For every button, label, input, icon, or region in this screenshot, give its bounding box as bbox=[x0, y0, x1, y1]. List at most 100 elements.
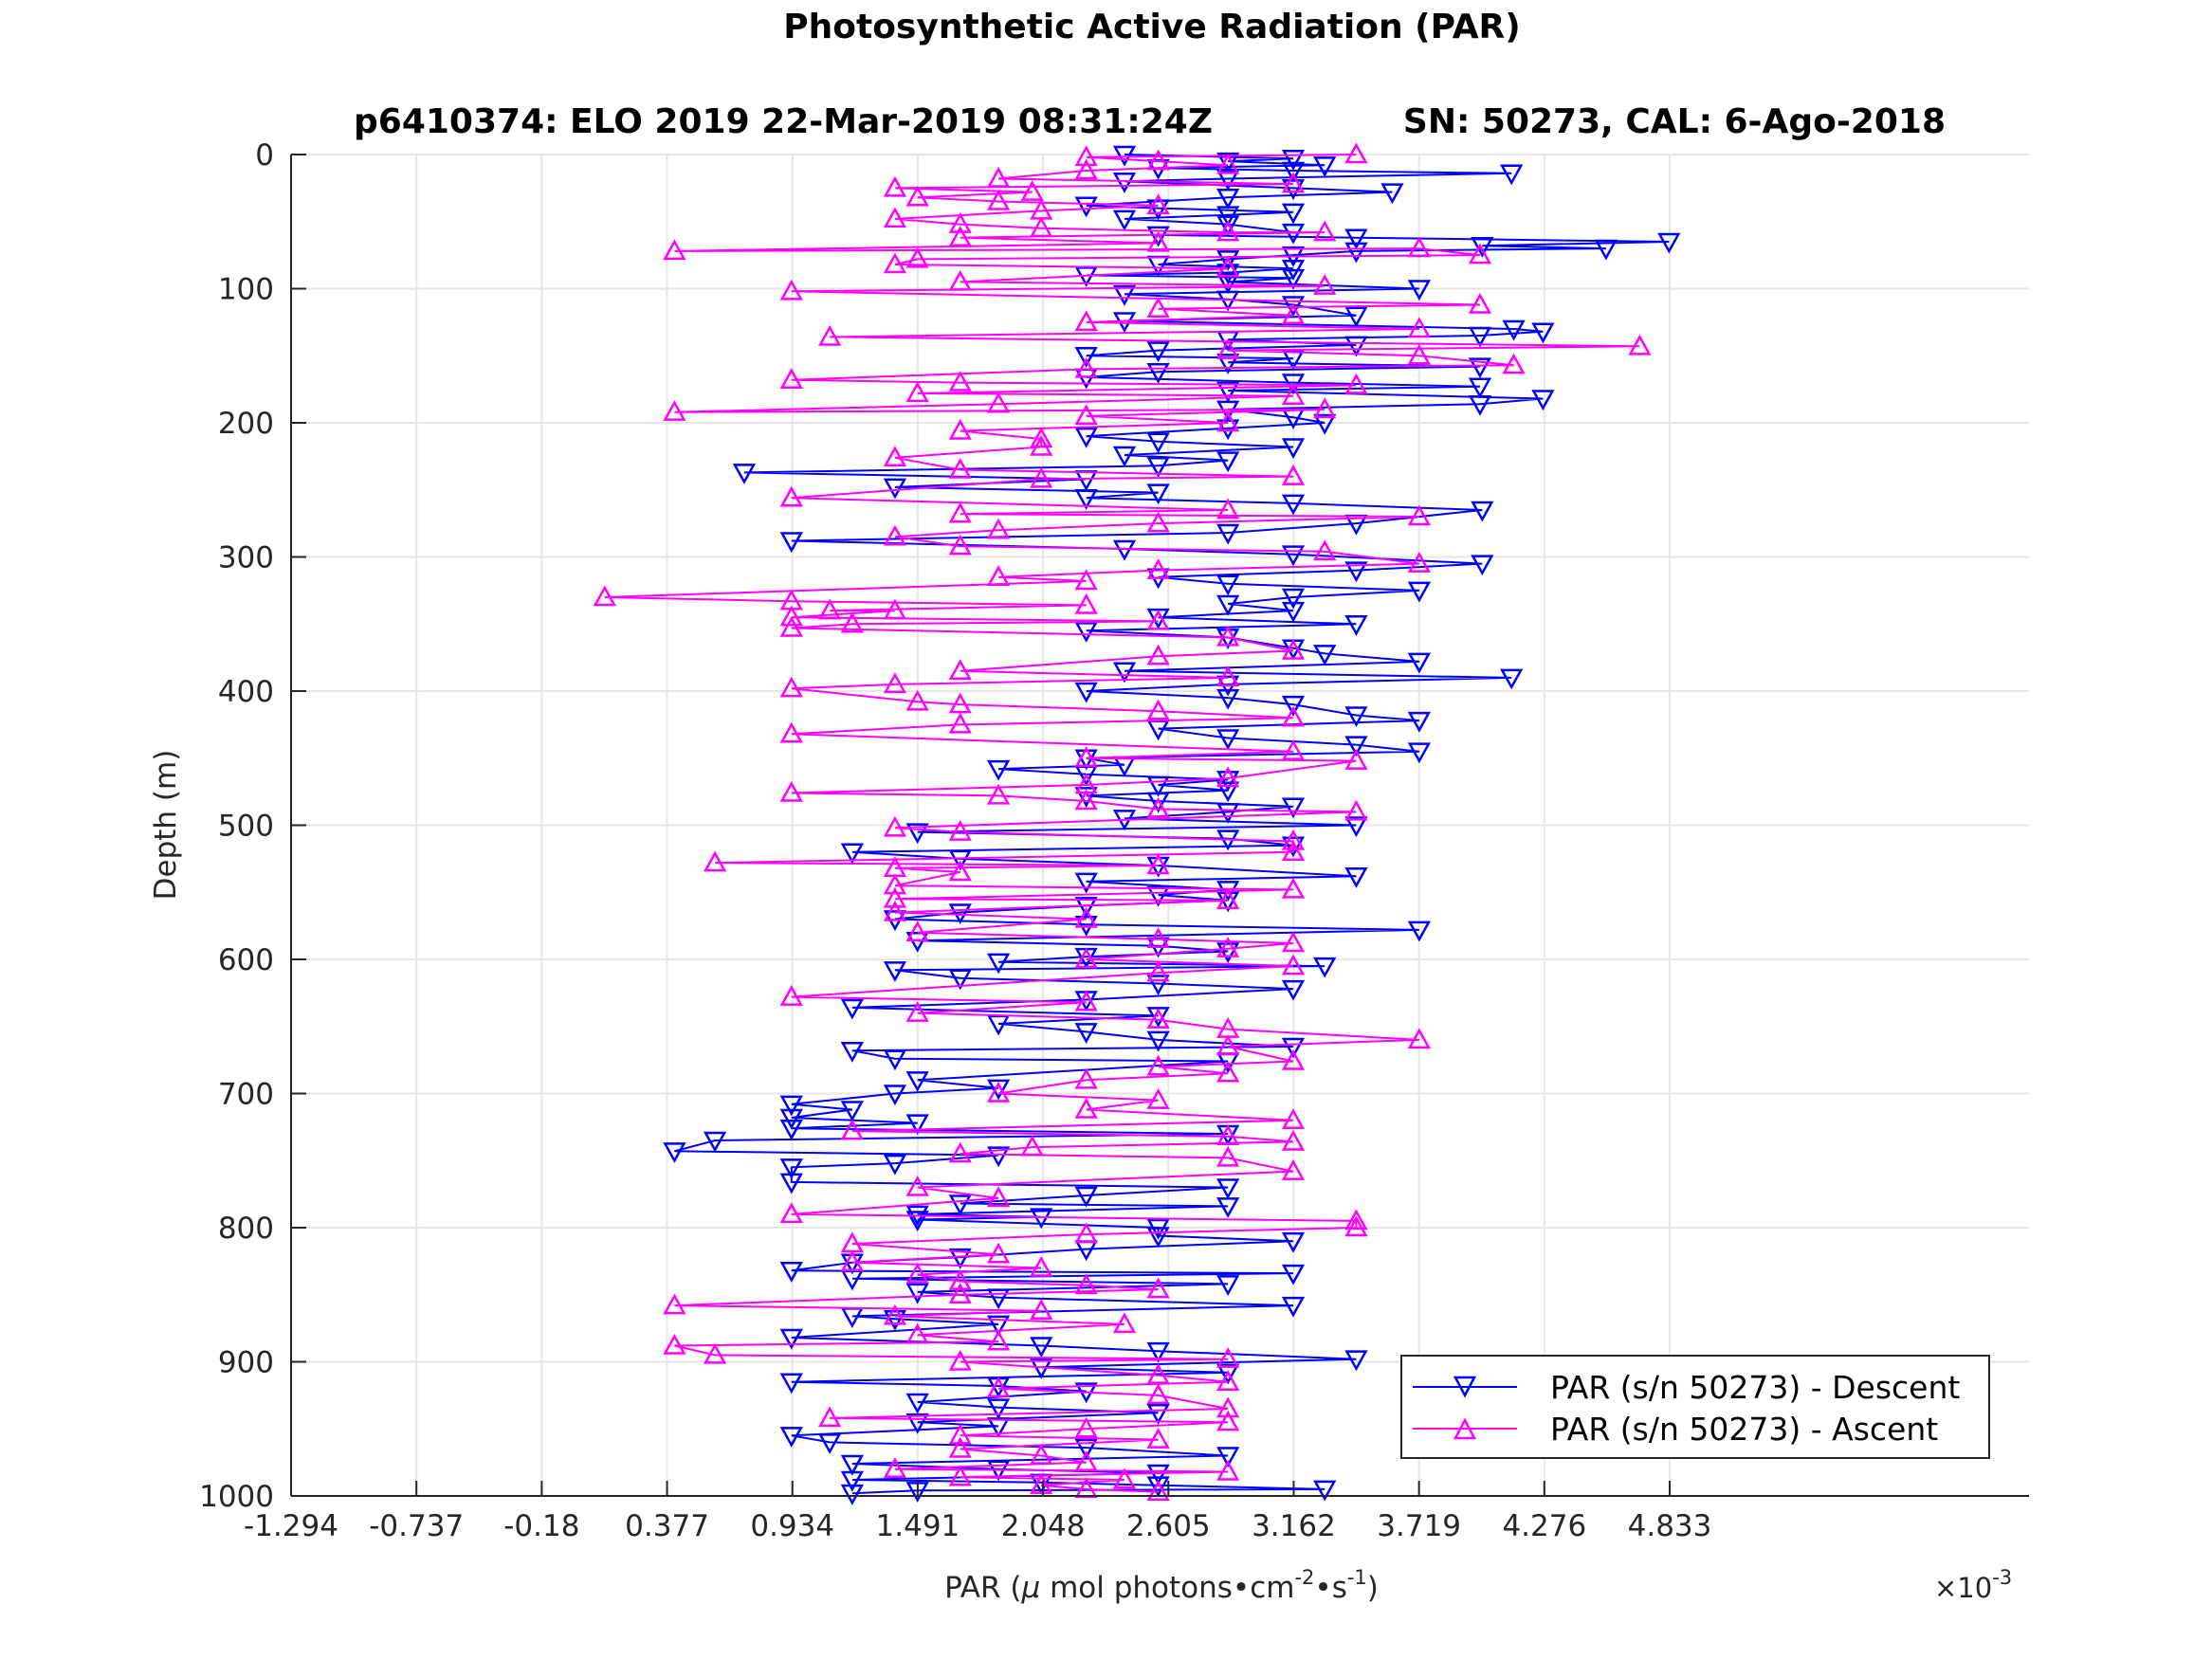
data-point-marker bbox=[1146, 432, 1170, 454]
data-point-marker bbox=[1344, 228, 1368, 250]
data-point-marker bbox=[779, 485, 803, 507]
data-point-marker bbox=[1074, 569, 1098, 591]
data-point-marker bbox=[1407, 581, 1432, 603]
data-point-marker bbox=[1216, 1178, 1240, 1200]
data-point-marker bbox=[1146, 1480, 1170, 1502]
data-point-marker bbox=[1344, 1350, 1368, 1372]
x-tick-label: 3.719 bbox=[1377, 1509, 1461, 1543]
data-point-marker bbox=[1594, 239, 1618, 261]
data-point-marker bbox=[1112, 1468, 1137, 1489]
data-point-marker bbox=[1281, 494, 1306, 516]
y-tick-label: 300 bbox=[218, 541, 274, 575]
data-point-marker bbox=[905, 921, 929, 941]
data-point-marker bbox=[1407, 652, 1432, 674]
data-point-marker bbox=[1074, 592, 1098, 614]
data-point-marker bbox=[948, 1436, 972, 1458]
data-point-marker bbox=[1313, 1480, 1337, 1502]
data-point-marker bbox=[1112, 145, 1137, 167]
data-point-marker bbox=[1030, 1473, 1053, 1494]
data-point-marker bbox=[1074, 622, 1098, 643]
data-point-marker bbox=[1112, 173, 1137, 193]
data-point-marker bbox=[1146, 699, 1170, 720]
x-tick-label: 2.605 bbox=[1126, 1509, 1211, 1543]
data-point-marker bbox=[1216, 1034, 1240, 1056]
data-point-marker bbox=[905, 1211, 929, 1232]
y-tick-label: 200 bbox=[218, 407, 274, 441]
data-point-marker bbox=[948, 457, 972, 479]
data-point-marker bbox=[986, 759, 1011, 781]
data-point-marker bbox=[1344, 561, 1368, 583]
data-point-marker bbox=[1074, 404, 1098, 426]
data-point-marker bbox=[948, 1465, 972, 1486]
legend-ascent-marker bbox=[1453, 1417, 1477, 1440]
tick-labels: -1.294 -0.737 -0.18 0.377 0.934 1.491 2.048 2.6… bbox=[199, 138, 1711, 1543]
data-point-marker bbox=[948, 1423, 972, 1445]
data-point-marker bbox=[779, 985, 803, 1006]
data-point-marker bbox=[1146, 1054, 1170, 1076]
data-point-marker bbox=[1074, 310, 1098, 332]
data-point-marker bbox=[840, 1250, 864, 1272]
data-point-marker bbox=[1216, 189, 1240, 210]
data-point-marker bbox=[1074, 897, 1098, 918]
data-point-marker bbox=[883, 598, 907, 620]
data-point-marker bbox=[1471, 501, 1494, 522]
x-tick-label: 2.048 bbox=[1001, 1509, 1086, 1543]
data-point-marker bbox=[1344, 242, 1368, 264]
data-point-marker bbox=[1216, 338, 1240, 359]
data-point-marker bbox=[1020, 180, 1044, 201]
data-point-marker bbox=[1216, 170, 1240, 191]
data-point-marker bbox=[1281, 465, 1306, 485]
data-point-marker bbox=[840, 1041, 864, 1063]
data-point-marker bbox=[883, 207, 907, 228]
data-point-marker bbox=[1281, 638, 1306, 660]
data-point-marker bbox=[779, 1173, 803, 1194]
data-point-marker bbox=[779, 1373, 803, 1395]
data-point-marker bbox=[1281, 588, 1306, 610]
x-tick-label: 4.276 bbox=[1502, 1509, 1586, 1543]
data-point-marker bbox=[1281, 840, 1306, 862]
data-point-marker bbox=[905, 823, 929, 845]
data-point-marker bbox=[948, 969, 972, 991]
data-point-marker bbox=[779, 780, 803, 802]
data-point-marker bbox=[1281, 979, 1306, 1001]
data-point-marker bbox=[1074, 196, 1098, 218]
data-point-marker bbox=[1216, 771, 1240, 792]
data-point-marker bbox=[779, 1328, 803, 1350]
data-point-marker bbox=[1407, 1028, 1432, 1049]
data-point-marker bbox=[905, 1322, 929, 1344]
x-tick-label: 3.162 bbox=[1252, 1509, 1336, 1543]
data-point-marker bbox=[986, 565, 1011, 586]
data-point-marker bbox=[1216, 625, 1240, 647]
data-point-marker bbox=[1281, 545, 1306, 567]
data-point-marker bbox=[1074, 789, 1098, 811]
data-point-marker bbox=[1216, 1275, 1240, 1297]
data-point-marker bbox=[1468, 326, 1492, 348]
data-point-marker bbox=[779, 721, 803, 743]
data-point-marker bbox=[840, 1454, 864, 1476]
data-point-marker bbox=[1313, 413, 1337, 435]
data-point-marker bbox=[1146, 1404, 1170, 1425]
data-point-marker bbox=[986, 518, 1011, 539]
data-point-marker bbox=[1112, 662, 1137, 684]
data-point-marker bbox=[779, 1095, 803, 1117]
data-point-marker bbox=[883, 873, 907, 895]
data-point-marker bbox=[1146, 457, 1170, 478]
data-point-marker bbox=[1146, 230, 1170, 252]
data-point-marker bbox=[1074, 990, 1098, 1012]
data-point-marker bbox=[1281, 349, 1306, 371]
data-point-marker bbox=[1344, 1215, 1368, 1237]
data-point-marker bbox=[1216, 498, 1240, 520]
data-point-marker bbox=[883, 1457, 907, 1478]
data-point-marker bbox=[1216, 1447, 1240, 1468]
data-point-marker bbox=[1216, 153, 1240, 174]
chart-subtitle-left: p6410374: ELO 2019 22-Mar-2019 08:31:24Z bbox=[354, 102, 1213, 141]
data-point-marker bbox=[1281, 829, 1306, 850]
data-point-marker bbox=[1074, 158, 1098, 180]
data-point-marker bbox=[1146, 226, 1170, 247]
data-point-marker bbox=[883, 524, 907, 546]
data-point-marker bbox=[779, 1120, 803, 1140]
data-point-marker bbox=[1074, 488, 1098, 510]
data-point-marker bbox=[883, 672, 907, 694]
data-point-marker bbox=[905, 1175, 929, 1196]
data-point-marker bbox=[883, 1049, 907, 1071]
